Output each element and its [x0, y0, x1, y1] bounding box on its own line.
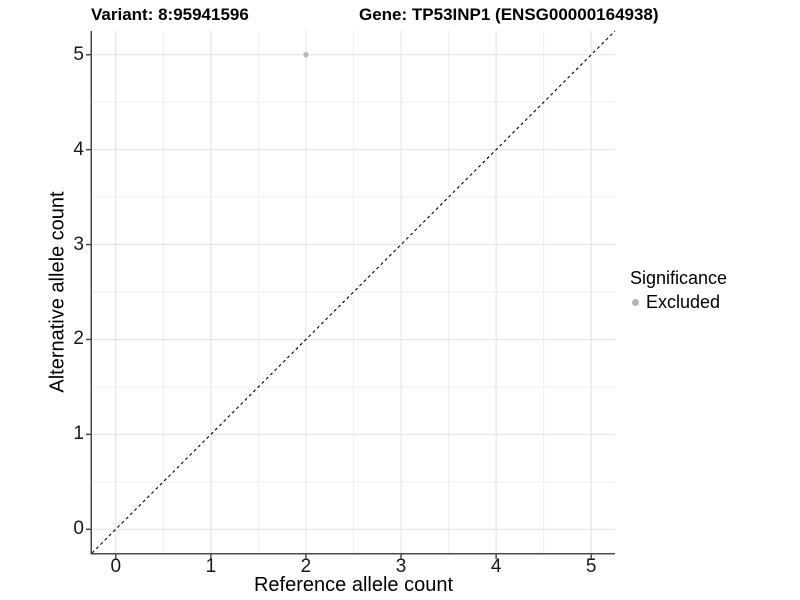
- legend: Significance Excluded: [630, 268, 727, 313]
- data-point: [303, 52, 309, 58]
- y-tick-label: 2: [73, 328, 84, 350]
- x-tick-label: 3: [395, 556, 407, 577]
- legend-point-icon: [632, 299, 639, 306]
- x-tick-label: 1: [205, 556, 217, 577]
- y-tick-label: 3: [73, 233, 84, 255]
- plot-title-gene: Gene: TP53INP1 (ENSG00000164938): [359, 5, 659, 24]
- y-tick-label: 1: [73, 423, 84, 445]
- x-tick-label: 5: [585, 556, 597, 577]
- legend-item-excluded: Excluded: [630, 292, 727, 313]
- legend-item-label: Excluded: [646, 292, 721, 312]
- x-tick-label: 4: [490, 556, 502, 577]
- x-axis-title: Reference allele count: [253, 574, 453, 596]
- legend-title: Significance: [630, 268, 728, 288]
- x-tick-label: 2: [300, 556, 312, 577]
- y-tick-label: 4: [73, 138, 84, 160]
- x-tick-label: 0: [110, 556, 122, 577]
- plot-title-variant: Variant: 8:95941596: [91, 5, 249, 24]
- y-tick-label: 5: [73, 43, 84, 65]
- y-tick-label: 0: [73, 518, 84, 540]
- y-axis-title: Alternative allele count: [46, 191, 69, 393]
